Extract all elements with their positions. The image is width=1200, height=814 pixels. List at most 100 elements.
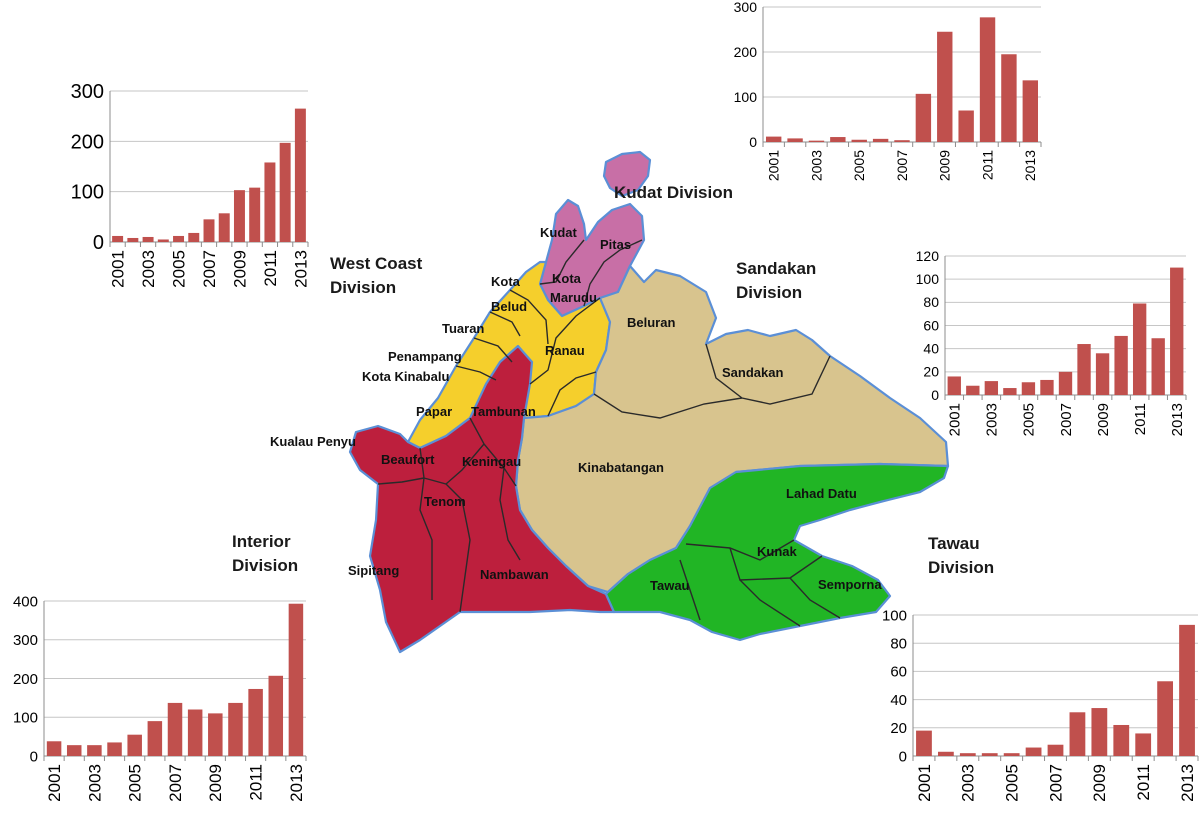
x-tick-label: 2005 bbox=[851, 150, 867, 181]
y-tick-label: 60 bbox=[890, 664, 907, 681]
district-tambunan: Tambunan bbox=[471, 404, 536, 419]
x-tick-label: 2013 bbox=[1169, 403, 1186, 436]
district-sipitang: Sipitang bbox=[348, 563, 399, 578]
bar bbox=[1113, 724, 1130, 756]
bar bbox=[1151, 338, 1165, 395]
bar bbox=[937, 751, 954, 756]
label-west-coast-division: West Coast Division bbox=[330, 252, 422, 300]
y-tick-label: 300 bbox=[13, 632, 38, 649]
bar bbox=[173, 235, 185, 242]
bar bbox=[1022, 80, 1039, 142]
bar bbox=[894, 140, 910, 142]
y-tick-label: 0 bbox=[749, 134, 757, 150]
district-tawau: Tawau bbox=[650, 578, 690, 593]
y-tick-label: 300 bbox=[734, 0, 758, 15]
y-tick-label: 60 bbox=[923, 317, 939, 333]
x-tick-label: 2007 bbox=[1046, 764, 1065, 802]
y-tick-label: 0 bbox=[93, 232, 104, 254]
label-tawau-division: Tawau Division bbox=[928, 532, 994, 580]
sabah-map: Kudat Pitas Kota Marudu Kota Belud Tuara… bbox=[270, 150, 950, 654]
bar bbox=[1170, 267, 1184, 395]
x-tick-label: 2011 bbox=[247, 764, 266, 801]
district-pitas: Pitas bbox=[600, 237, 631, 252]
district-papar: Papar bbox=[416, 404, 452, 419]
x-tick-label: 2001 bbox=[45, 764, 64, 802]
x-tick-label: 2013 bbox=[1022, 150, 1038, 181]
region-interior bbox=[348, 344, 616, 654]
x-tick-label: 2003 bbox=[139, 250, 158, 288]
x-tick-label: 2009 bbox=[937, 150, 953, 181]
y-tick-label: 20 bbox=[923, 364, 939, 380]
district-sandakan: Sandakan bbox=[722, 365, 783, 380]
bar bbox=[1091, 708, 1108, 756]
bar bbox=[188, 232, 200, 242]
y-tick-label: 40 bbox=[890, 692, 907, 709]
chart-tawau: 0 20 40 60 80 100 2001 2003 2005 2007 2009 2011 2013 bbox=[882, 607, 1199, 802]
label-interior-division: Interior Division bbox=[232, 530, 298, 578]
y-tick-label: 40 bbox=[923, 341, 939, 357]
x-tick-label: 2013 bbox=[287, 764, 306, 802]
bar bbox=[187, 709, 203, 756]
x-tick-label: 2005 bbox=[1021, 403, 1038, 436]
bar bbox=[1058, 371, 1073, 395]
x-tick-label: 2007 bbox=[1058, 403, 1075, 436]
label-sandakan-division: Sandakan Division bbox=[736, 257, 816, 305]
district-ranau: Ranau bbox=[545, 343, 585, 358]
bar bbox=[87, 745, 102, 756]
label-west-coast-line2: Division bbox=[330, 278, 397, 297]
bar bbox=[966, 385, 980, 395]
bar bbox=[1095, 353, 1110, 395]
y-tick-label: 80 bbox=[923, 294, 939, 310]
label-interior-line2: Division bbox=[232, 556, 299, 575]
bar bbox=[1021, 382, 1036, 395]
x-tick-label: 2003 bbox=[808, 150, 824, 181]
bar bbox=[142, 236, 154, 242]
bar bbox=[984, 381, 999, 395]
y-tick-label: 120 bbox=[916, 248, 940, 264]
label-interior-line1: Interior bbox=[232, 532, 291, 551]
bar bbox=[279, 142, 291, 242]
district-kunak: Kunak bbox=[757, 544, 798, 559]
bar bbox=[112, 235, 124, 242]
x-tick-label: 2001 bbox=[766, 150, 782, 181]
bar bbox=[66, 745, 82, 756]
y-tick-label: 400 bbox=[13, 593, 38, 610]
y-tick-label: 80 bbox=[890, 635, 907, 652]
bar bbox=[249, 187, 261, 242]
x-tick-label: 2007 bbox=[200, 250, 219, 288]
bar bbox=[765, 136, 782, 142]
bar bbox=[830, 137, 846, 142]
district-beluran: Beluran bbox=[627, 315, 675, 330]
y-tick-label: 300 bbox=[71, 81, 104, 103]
bar bbox=[981, 753, 998, 756]
x-tick-label: 2009 bbox=[206, 764, 225, 802]
bar bbox=[157, 239, 169, 242]
x-tick-label: 2007 bbox=[894, 150, 910, 181]
district-beaufort: Beaufort bbox=[381, 452, 435, 467]
bar bbox=[264, 162, 276, 242]
x-tick-label: 2003 bbox=[984, 403, 1001, 436]
x-tick-label: 2001 bbox=[109, 250, 128, 288]
district-penampang: Penampang bbox=[388, 349, 462, 364]
bar bbox=[872, 138, 889, 142]
y-tick-label: 20 bbox=[890, 720, 907, 737]
bar bbox=[1047, 744, 1064, 756]
district-nambawan: Nambawan bbox=[480, 567, 549, 582]
bar bbox=[268, 675, 284, 756]
x-tick-label: 2013 bbox=[1178, 764, 1197, 802]
label-tawau-line1: Tawau bbox=[928, 534, 980, 553]
x-tick-label: 2003 bbox=[85, 764, 104, 802]
bar bbox=[947, 376, 961, 395]
bar bbox=[1114, 335, 1128, 395]
chart-interior: 0 100 200 300 400 2001 2003 2005 2007 2009 2011 201… bbox=[13, 593, 307, 802]
bar bbox=[1040, 379, 1054, 395]
x-tick-label: 2005 bbox=[169, 250, 188, 288]
bar bbox=[203, 219, 215, 242]
bar bbox=[294, 108, 306, 242]
district-kudat: Kudat bbox=[540, 225, 578, 240]
label-west-coast-line1: West Coast bbox=[330, 254, 423, 273]
district-kualau-penyu: Kualau Penyu bbox=[270, 434, 356, 449]
label-sandakan-line1: Sandakan bbox=[736, 259, 817, 278]
bar bbox=[1157, 681, 1174, 756]
